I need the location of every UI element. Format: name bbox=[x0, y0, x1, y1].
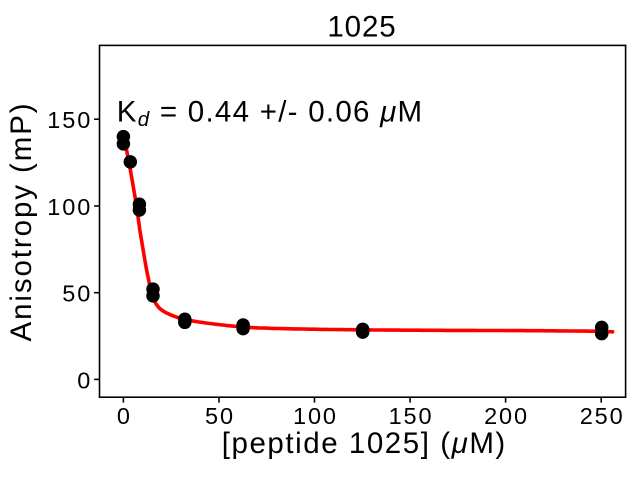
svg-text:250: 250 bbox=[580, 403, 625, 429]
svg-text:1025: 1025 bbox=[327, 11, 396, 44]
svg-text:0: 0 bbox=[77, 367, 92, 393]
svg-text:0: 0 bbox=[117, 403, 132, 429]
svg-text:[peptide 1025] (μM): [peptide 1025] (μM) bbox=[222, 427, 507, 460]
svg-text:50: 50 bbox=[205, 403, 235, 429]
svg-text:200: 200 bbox=[484, 403, 529, 429]
svg-text:100: 100 bbox=[47, 194, 92, 220]
svg-text:50: 50 bbox=[62, 281, 92, 307]
svg-text:100: 100 bbox=[293, 403, 338, 429]
svg-text:150: 150 bbox=[389, 403, 434, 429]
svg-text:Kd = 0.44 +/- 0.06 μM: Kd = 0.44 +/- 0.06 μM bbox=[117, 96, 424, 131]
svg-text:150: 150 bbox=[47, 107, 92, 133]
svg-text:Anisotropy (mP): Anisotropy (mP) bbox=[5, 102, 38, 342]
